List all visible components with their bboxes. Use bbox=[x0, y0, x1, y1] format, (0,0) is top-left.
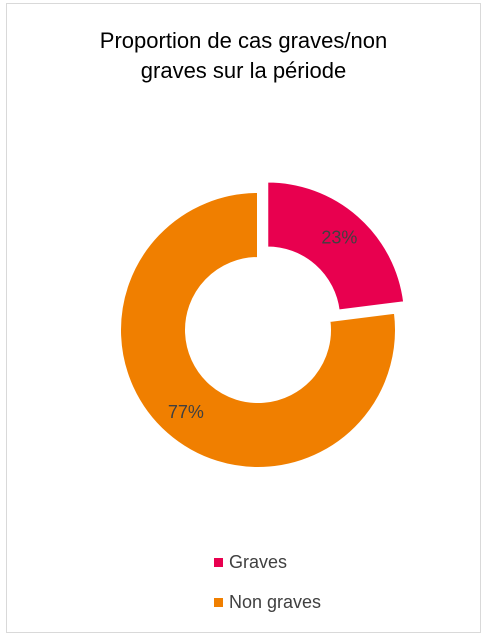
chart-title-line-2: graves sur la période bbox=[140, 58, 347, 83]
legend-item-non-graves: Non graves bbox=[214, 591, 321, 613]
legend-label-non-graves: Non graves bbox=[229, 591, 322, 612]
chart-title-line-1: Proportion de cas graves/non bbox=[99, 28, 388, 53]
chart-area: Proportion de cas graves/non graves sur … bbox=[6, 3, 481, 633]
slice-graves bbox=[266, 180, 406, 312]
legend-label-graves: Graves bbox=[229, 551, 288, 572]
data-label-graves: 23% bbox=[321, 228, 357, 248]
legend-item-graves: Graves bbox=[214, 551, 321, 573]
legend-swatch-graves bbox=[214, 557, 223, 567]
legend-swatch-non-graves bbox=[214, 597, 223, 607]
data-label-non-graves: 77% bbox=[168, 402, 204, 422]
donut-chart: 23% 77% bbox=[119, 180, 406, 469]
chart-title: Proportion de cas graves/non graves sur … bbox=[7, 26, 480, 86]
legend: Graves Non graves bbox=[214, 551, 321, 631]
slice-non-graves bbox=[119, 190, 397, 469]
